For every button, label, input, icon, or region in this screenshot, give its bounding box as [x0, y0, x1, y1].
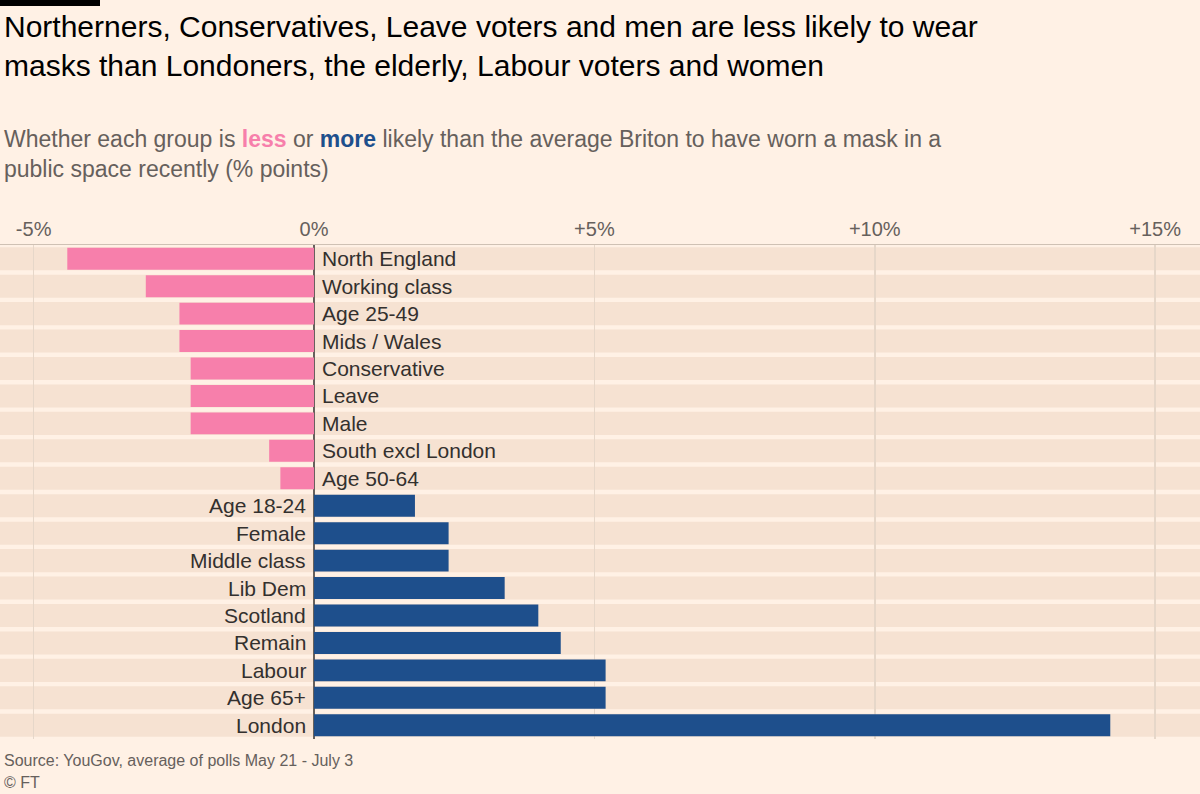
- svg-text:-5%: -5%: [16, 218, 52, 240]
- svg-text:Whether each group is less or: Whether each group is less or more likel…: [4, 126, 941, 182]
- svg-text:Leave: Leave: [322, 384, 379, 407]
- svg-text:Middle class: Middle class: [190, 549, 306, 572]
- svg-text:Male: Male: [322, 412, 368, 435]
- svg-text:London: London: [236, 714, 306, 737]
- svg-text:Mids / Wales: Mids / Wales: [322, 330, 441, 353]
- svg-text:Lib Dem: Lib Dem: [228, 577, 306, 600]
- svg-text:+15%: +15%: [1129, 218, 1181, 240]
- svg-text:North England: North England: [322, 247, 456, 270]
- svg-text:Conservative: Conservative: [322, 357, 445, 380]
- svg-text:Female: Female: [236, 522, 306, 545]
- svg-text:Northerners, Conservatives, Le: Northerners, Conservatives, Leave voters…: [4, 10, 978, 82]
- svg-text:Remain: Remain: [234, 631, 306, 654]
- svg-text:Source: YouGov, average of pol: Source: YouGov, average of polls May 21 …: [4, 752, 353, 769]
- svg-text:+10%: +10%: [849, 218, 901, 240]
- svg-text:Working class: Working class: [322, 275, 452, 298]
- svg-text:Age 65+: Age 65+: [227, 686, 306, 709]
- svg-text:0%: 0%: [300, 218, 329, 240]
- svg-text:© FT: © FT: [4, 774, 40, 791]
- svg-text:Age 25-49: Age 25-49: [322, 302, 419, 325]
- svg-text:+5%: +5%: [574, 218, 615, 240]
- svg-text:Age 50-64: Age 50-64: [322, 467, 419, 490]
- svg-text:Labour: Labour: [241, 659, 306, 682]
- svg-text:South excl London: South excl London: [322, 439, 496, 462]
- svg-text:Age 18-24: Age 18-24: [209, 494, 306, 517]
- svg-text:Scotland: Scotland: [224, 604, 306, 627]
